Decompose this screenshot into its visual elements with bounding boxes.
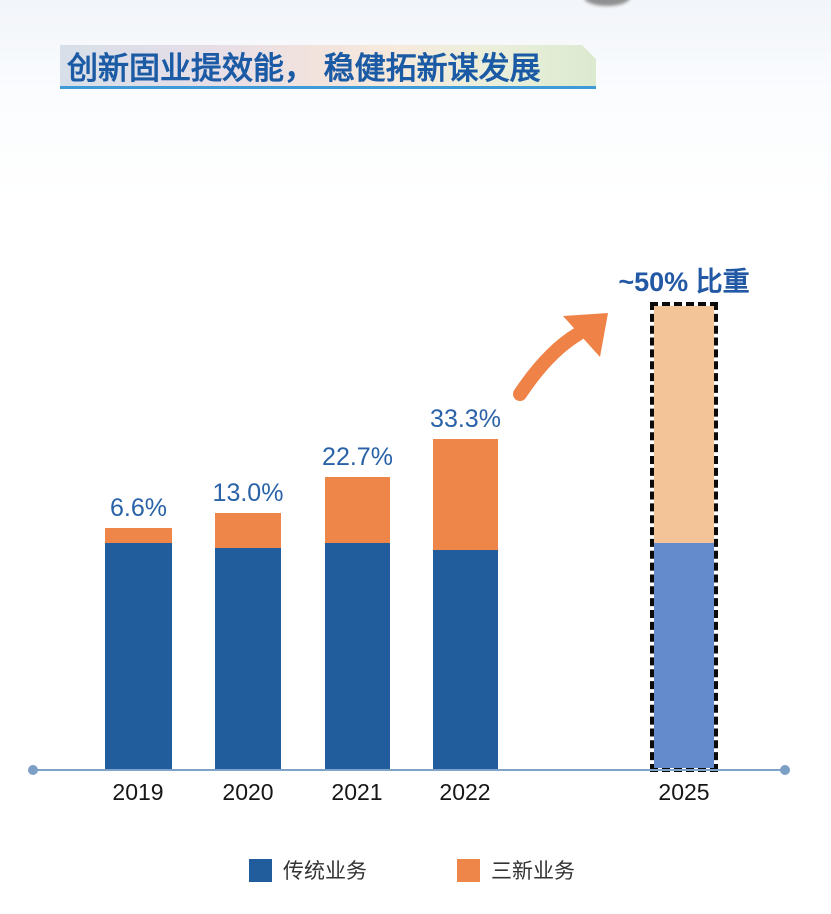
x-tick-2022: 2022 bbox=[439, 779, 491, 805]
bar-2021: 22.7% bbox=[322, 443, 393, 770]
x-tick-2020: 2020 bbox=[222, 779, 274, 805]
value-label-2022: 33.3% bbox=[430, 404, 501, 433]
title-banner: 创新固业提效能， 稳健拓新谋发展 bbox=[60, 45, 596, 86]
value-label-2020: 13.0% bbox=[212, 478, 284, 507]
bar-2021-new-segment bbox=[325, 477, 390, 543]
axis-end-dot-left bbox=[28, 765, 38, 775]
legend-label-new: 三新业务 bbox=[491, 860, 575, 883]
bar-2025-traditional-segment bbox=[654, 543, 714, 768]
legend-item-new: 三新业务 bbox=[457, 855, 575, 885]
axis-end-dot-right bbox=[780, 765, 790, 775]
partial-logo-smudge bbox=[584, 0, 630, 6]
bar-2022-traditional-segment bbox=[433, 550, 498, 770]
bar-2019-traditional-segment bbox=[105, 543, 172, 770]
legend-swatch-traditional bbox=[249, 858, 272, 882]
bar-2021-traditional-segment bbox=[325, 543, 390, 770]
bar-2025-target: ~50% 比重 bbox=[618, 268, 750, 772]
bar-2025-new-segment bbox=[654, 306, 714, 543]
value-label-2021: 22.7% bbox=[322, 442, 393, 471]
value-label-2025: ~50% 比重 bbox=[618, 267, 750, 298]
growth-arrow-icon bbox=[513, 313, 608, 401]
x-tick-2019: 2019 bbox=[112, 779, 164, 805]
x-tick-2021: 2021 bbox=[331, 779, 383, 805]
x-axis-line bbox=[33, 769, 786, 771]
bar-2020-new-segment bbox=[215, 513, 281, 548]
title-underline bbox=[60, 86, 596, 89]
bar-2020-traditional-segment bbox=[215, 548, 281, 770]
bar-2022: 33.3% bbox=[430, 405, 501, 770]
bar-2020: 13.0% bbox=[213, 479, 283, 770]
legend-label-traditional: 传统业务 bbox=[283, 860, 367, 883]
legend-swatch-new bbox=[457, 858, 480, 882]
page-title: 创新固业提效能， 稳健拓新谋发展 bbox=[67, 51, 541, 86]
x-tick-2025: 2025 bbox=[658, 779, 710, 805]
bar-2022-new-segment bbox=[433, 439, 498, 550]
legend-item-traditional: 传统业务 bbox=[249, 855, 367, 885]
bar-2019: 6.6% bbox=[105, 494, 172, 770]
value-label-2019: 6.6% bbox=[110, 493, 167, 522]
bar-2019-new-segment bbox=[105, 528, 172, 543]
